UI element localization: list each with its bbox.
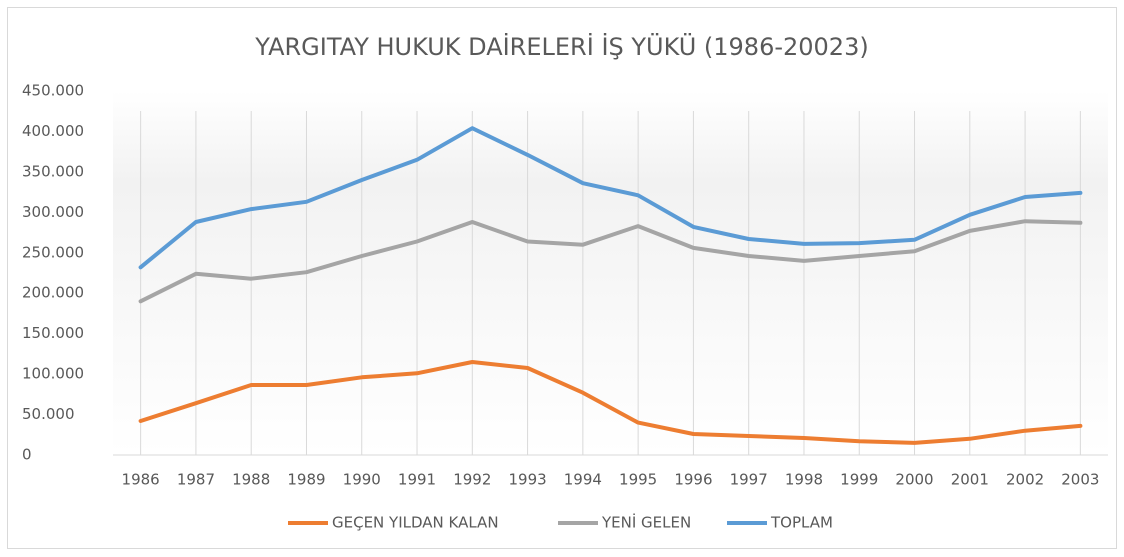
x-tick-label: 2002: [1006, 471, 1044, 489]
y-tick-label: 350.000: [22, 162, 84, 180]
y-tick-label: 100.000: [22, 365, 84, 383]
x-tick-label: 1992: [453, 471, 491, 489]
legend-label: YENİ GELEN: [601, 513, 691, 532]
line-series: [138, 126, 1083, 270]
x-tick-label: 2001: [951, 471, 989, 489]
y-tick-label: 0: [22, 446, 32, 464]
y-tick-label: 400.000: [22, 122, 84, 140]
x-tick-label: 2000: [895, 471, 933, 489]
x-tick-label: 1991: [398, 471, 436, 489]
x-tick-label: 1998: [785, 471, 823, 489]
legend-label: GEÇEN YILDAN KALAN: [332, 514, 499, 532]
y-tick-label: 450.000: [22, 82, 84, 100]
x-tick-label: 1987: [177, 471, 215, 489]
y-tick-label: 150.000: [22, 324, 84, 342]
x-tick-label: 1986: [122, 471, 160, 489]
y-tick-label: 50.000: [22, 405, 75, 423]
x-tick-label: 1996: [674, 471, 712, 489]
x-tick-label: 1999: [840, 471, 878, 489]
y-tick-label: 200.000: [22, 284, 84, 302]
x-tick-label: 2003: [1061, 471, 1099, 489]
x-tick-label: 1995: [619, 471, 657, 489]
x-tick-label: 1993: [508, 471, 546, 489]
line-series: [138, 360, 1083, 445]
chart-title: YARGITAY HUKUK DAİRELERİ İŞ YÜKÜ (1986-2…: [254, 32, 868, 61]
plot-area: [113, 91, 1108, 455]
y-tick-label: 250.000: [22, 243, 84, 261]
y-tick-label: 300.000: [22, 203, 84, 221]
x-tick-label: 1989: [287, 471, 325, 489]
legend-label: TOPLAM: [770, 514, 833, 532]
line-series: [138, 219, 1083, 304]
x-tick-label: 1994: [564, 471, 602, 489]
x-tick-label: 1997: [730, 471, 768, 489]
x-tick-label: 1988: [232, 471, 270, 489]
x-tick-label: 1990: [343, 471, 381, 489]
